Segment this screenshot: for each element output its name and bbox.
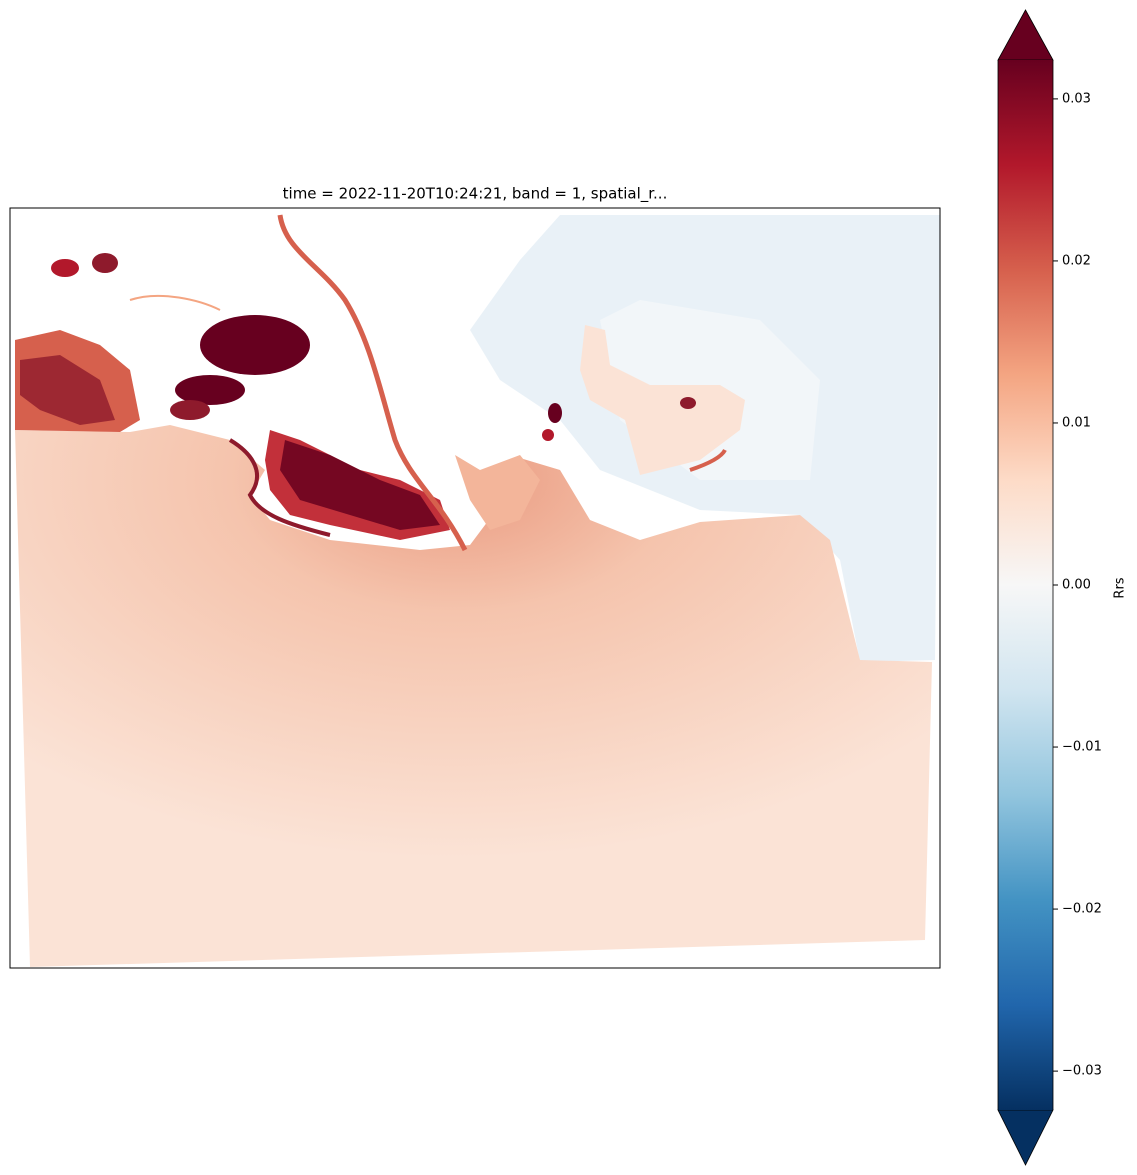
colorbar-extend-bottom bbox=[997, 1109, 1054, 1166]
colorbar-tick-label: −0.01 bbox=[1062, 740, 1102, 755]
chart-title: time = 2022-11-20T10:24:21, band = 1, sp… bbox=[283, 185, 668, 204]
colorbar-tick-label: −0.02 bbox=[1062, 902, 1102, 917]
colorbar-tick-label: 0.00 bbox=[1062, 578, 1091, 593]
colorbar-tick-label: 0.01 bbox=[1062, 415, 1091, 430]
colorbar-tick-label: 0.02 bbox=[1062, 253, 1091, 268]
colorbar: −0.03 −0.02 −0.01 0.00 0.01 0.02 0.03 bbox=[997, 9, 1102, 1166]
colorbar-extend-top bbox=[997, 9, 1054, 61]
colorbar-label: Rrs bbox=[1113, 577, 1128, 598]
colorbar-tick-label: −0.03 bbox=[1062, 1064, 1102, 1079]
colorbar-tick-label: 0.03 bbox=[1062, 91, 1091, 106]
axes-frame bbox=[9, 207, 941, 969]
colorbar-body bbox=[998, 60, 1053, 1110]
raster-image bbox=[10, 208, 940, 968]
